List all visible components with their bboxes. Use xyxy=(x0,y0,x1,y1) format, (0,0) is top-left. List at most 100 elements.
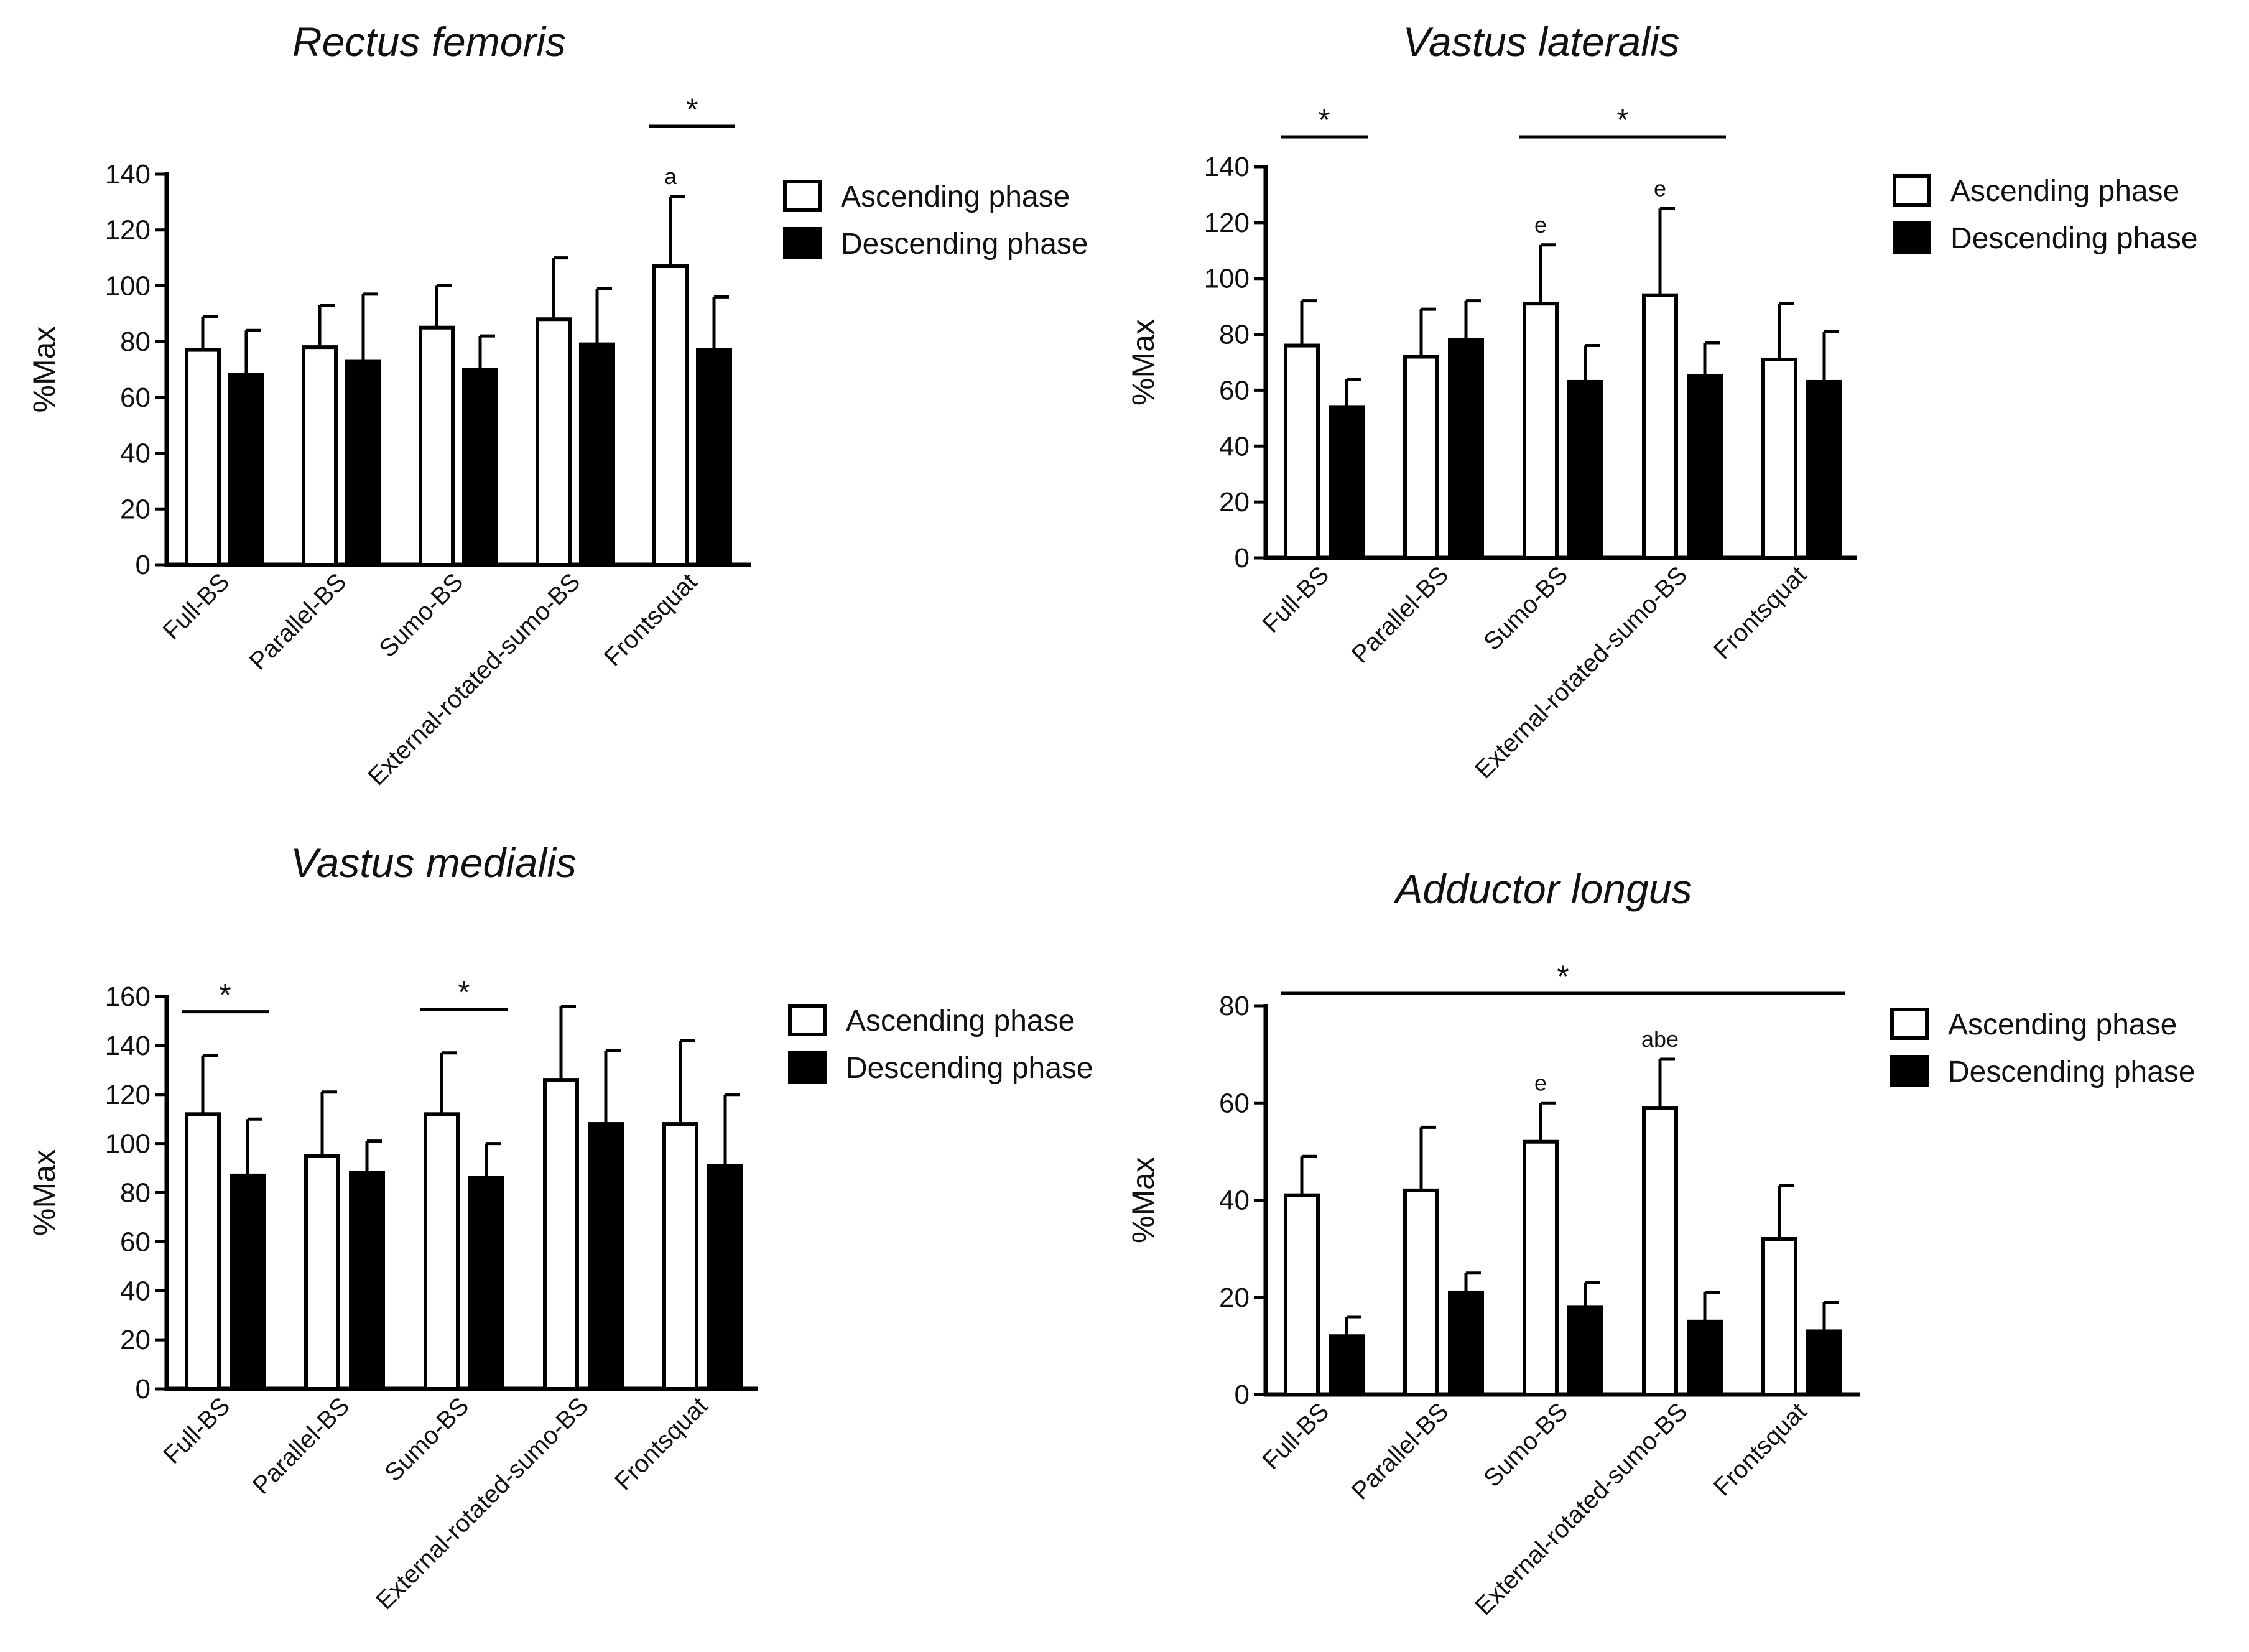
legend-label-ascending: Ascending phase xyxy=(1950,175,2179,208)
y-tick-label: 0 xyxy=(136,1374,151,1404)
ascending-bar-1 xyxy=(185,1112,221,1391)
legend-label-ascending: Ascending phase xyxy=(1948,1008,2177,1041)
legend-swatch-ascending xyxy=(783,180,822,212)
ascending-bar-3 xyxy=(424,1112,460,1391)
significance-letter: a xyxy=(664,164,677,189)
descending-bar-3 xyxy=(462,368,498,567)
ascending-bar-4 xyxy=(1642,1106,1678,1396)
y-tick-label: 20 xyxy=(1219,487,1250,517)
ascending-bar-1 xyxy=(185,348,221,567)
chart-panel-4: Adductor longus %Max 0 20 40 60 80 Full-BS Paral… xyxy=(1126,866,2196,1620)
ascending-bar-4 xyxy=(536,317,572,567)
y-tick-label: 140 xyxy=(1204,152,1250,182)
y-tick-label: 0 xyxy=(136,550,151,580)
legend-swatch-descending xyxy=(788,1051,827,1084)
descending-bar-2 xyxy=(1448,338,1484,560)
legend-swatch-descending xyxy=(1893,221,1931,254)
legend-label-descending: Descending phase xyxy=(846,1052,1093,1085)
category-label: Frontsquat xyxy=(599,568,702,671)
y-tick-label: 80 xyxy=(1219,320,1250,350)
descending-bar-1 xyxy=(1329,1334,1365,1396)
descending-bar-3 xyxy=(468,1176,504,1391)
category-label: Sumo-BS xyxy=(1478,561,1573,656)
chart-panel-3: Vastus medialis %Max 0 20 40 60 80 100 120 140 160… xyxy=(27,840,1093,1615)
ascending-bar-2 xyxy=(1403,1188,1439,1396)
legend-label-ascending: Ascending phase xyxy=(846,1005,1075,1037)
descending-bar-5 xyxy=(707,1164,743,1391)
significance-asterisk: * xyxy=(219,978,231,1013)
chart-title: Rectus femoris xyxy=(292,19,566,65)
significance-letter: e xyxy=(1654,175,1666,201)
significance-letter: e xyxy=(1534,1070,1547,1095)
category-label: External-rotated-sumo-BS xyxy=(1470,1398,1692,1620)
y-tick-label: 40 xyxy=(1219,431,1250,462)
chart-title: Adductor longus xyxy=(1393,866,1692,912)
chart-panel-1: Rectus femoris %Max 0 20 40 60 80 100 120 140 Full… xyxy=(27,19,1088,791)
category-label: Parallel-BS xyxy=(1347,1398,1454,1505)
y-tick-label: 20 xyxy=(1219,1283,1250,1313)
y-tick-label: 20 xyxy=(120,494,151,524)
category-label: Full-BS xyxy=(1258,561,1335,638)
y-tick-label: 80 xyxy=(120,327,151,357)
y-tick-label: 60 xyxy=(120,1227,151,1257)
y-tick-label: 120 xyxy=(105,215,151,246)
significance-asterisk: * xyxy=(458,975,470,1010)
y-tick-label: 100 xyxy=(105,271,151,301)
descending-bar-2 xyxy=(345,359,381,567)
significance-asterisk: * xyxy=(1616,103,1628,137)
significance-asterisk: * xyxy=(1557,959,1569,994)
legend-swatch-descending xyxy=(1890,1055,1929,1087)
y-tick-label: 120 xyxy=(1204,208,1250,238)
y-tick-label: 100 xyxy=(105,1129,151,1159)
ascending-bar-4 xyxy=(1642,293,1678,560)
category-label: Frontsquat xyxy=(1709,561,1812,664)
y-tick-label: 80 xyxy=(1219,991,1250,1021)
category-label: Parallel-BS xyxy=(248,1392,355,1500)
y-tick-label: 40 xyxy=(120,1276,151,1306)
category-label: Sumo-BS xyxy=(1478,1398,1573,1492)
category-label: External-rotated-sumo-BS xyxy=(363,568,585,791)
descending-bar-5 xyxy=(1806,379,1842,560)
descending-bar-4 xyxy=(1687,374,1723,560)
ascending-bar-1 xyxy=(1284,343,1320,560)
category-label: Full-BS xyxy=(158,568,235,645)
chart-title: Vastus medialis xyxy=(290,840,577,886)
chart-title: Vastus lateralis xyxy=(1403,19,1679,65)
y-axis-label: %Max xyxy=(1126,319,1161,406)
ascending-bar-2 xyxy=(302,345,338,567)
y-tick-label: 20 xyxy=(120,1325,151,1355)
ascending-bar-3 xyxy=(1523,1139,1559,1396)
category-label: External-rotated-sumo-BS xyxy=(371,1392,593,1615)
y-tick-label: 40 xyxy=(120,439,151,469)
ascending-bar-4 xyxy=(543,1078,579,1391)
y-tick-label: 40 xyxy=(1219,1186,1250,1216)
descending-bar-2 xyxy=(1448,1290,1484,1396)
ascending-bar-5 xyxy=(1761,1237,1797,1396)
y-tick-label: 60 xyxy=(1219,375,1250,406)
y-tick-label: 80 xyxy=(120,1178,151,1209)
y-tick-label: 100 xyxy=(1204,264,1250,294)
y-tick-label: 0 xyxy=(1235,543,1250,573)
significance-letter: abe xyxy=(1641,1026,1679,1052)
category-label: Sumo-BS xyxy=(374,568,468,662)
legend-label-descending: Descending phase xyxy=(841,228,1088,261)
category-label: External-rotated-sumo-BS xyxy=(1470,561,1692,784)
descending-bar-1 xyxy=(230,1173,266,1391)
ascending-bar-5 xyxy=(662,1122,698,1391)
y-tick-label: 0 xyxy=(1235,1380,1250,1410)
significance-asterisk: * xyxy=(686,92,698,127)
descending-bar-5 xyxy=(1806,1329,1842,1396)
category-label: Parallel-BS xyxy=(1347,561,1454,669)
ascending-bar-1 xyxy=(1284,1193,1320,1396)
legend-swatch-descending xyxy=(783,227,822,259)
ascending-bar-5 xyxy=(652,264,689,567)
category-label: Full-BS xyxy=(159,1392,236,1469)
y-tick-label: 60 xyxy=(120,383,151,413)
ascending-bar-2 xyxy=(1403,355,1439,560)
legend-label-descending: Descending phase xyxy=(1948,1056,2196,1088)
descending-bar-5 xyxy=(696,348,732,567)
y-tick-label: 120 xyxy=(105,1080,151,1110)
legend-label-ascending: Ascending phase xyxy=(841,180,1070,213)
legend-swatch-ascending xyxy=(1890,1008,1929,1040)
